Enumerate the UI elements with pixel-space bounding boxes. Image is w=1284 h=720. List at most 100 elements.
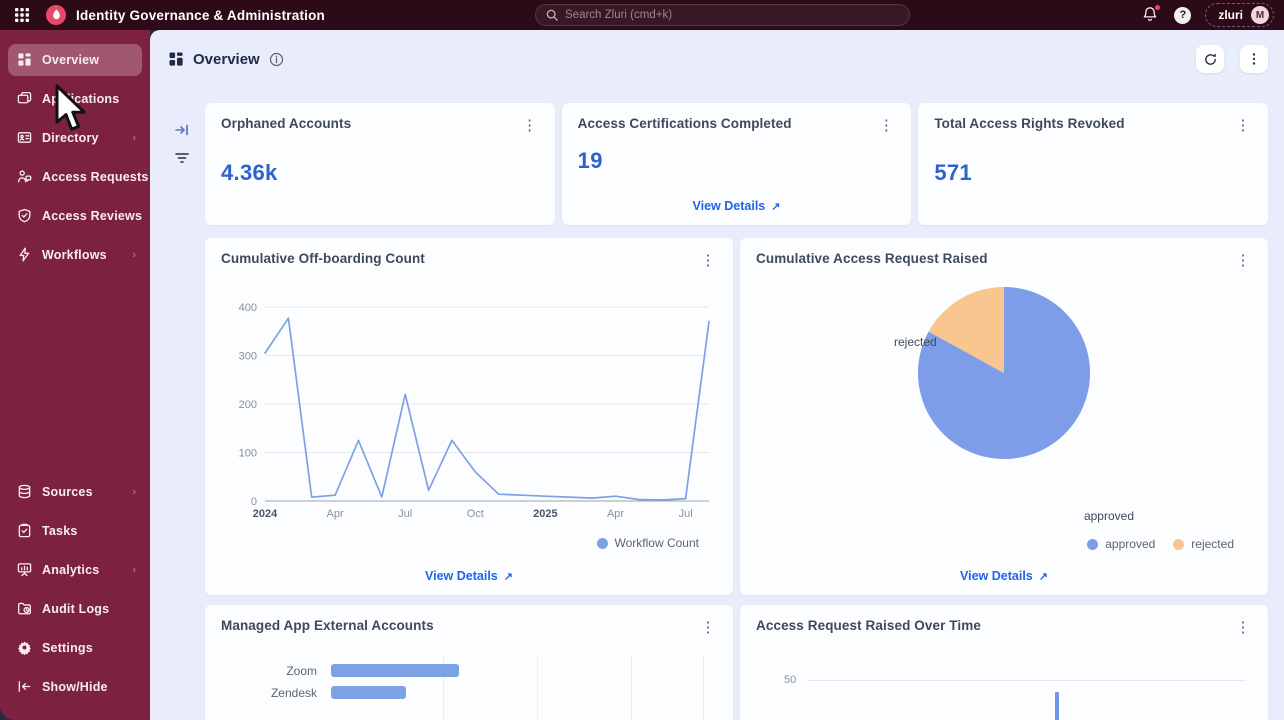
app-title: Identity Governance & Administration [76, 7, 325, 23]
card-title: Access Certifications Completed [577, 116, 792, 131]
view-details-link[interactable]: View Details ↗ [425, 569, 513, 583]
legend-item[interactable]: Workflow Count [596, 536, 699, 550]
collapse-panel-icon[interactable] [174, 122, 190, 138]
help-button[interactable]: ? [1174, 6, 1192, 24]
pie-label-rejected: rejected [894, 335, 937, 349]
app-launcher-grid-icon[interactable] [12, 5, 32, 25]
sidebar-item-label: Workflows [42, 247, 107, 262]
sidebar-item-show-hide[interactable]: Show/Hide [8, 671, 142, 703]
user-avatar[interactable]: M [1251, 6, 1269, 24]
main-content: Overview [150, 30, 1284, 720]
svg-text:Apr: Apr [327, 508, 344, 520]
sidebar-bottom-group: Sources › Tasks Analytics › Audit Logs Setting… [6, 472, 144, 706]
bar-category-label: Zendesk [270, 685, 317, 700]
notifications-button[interactable] [1142, 4, 1162, 24]
view-details-link[interactable]: View Details ↗ [960, 569, 1048, 583]
legend-dot [1087, 538, 1099, 550]
page-menu-button[interactable] [1240, 45, 1268, 73]
chevron-right-icon: › [132, 563, 136, 576]
sidebar-item-access-reviews[interactable]: Access Reviews [8, 200, 142, 232]
directory-icon [16, 130, 32, 146]
card-menu-button[interactable]: ⋮ [1235, 251, 1251, 269]
settings-icon [16, 640, 32, 656]
y-axis-tick: 50 [784, 674, 797, 686]
svg-text:2025: 2025 [533, 508, 557, 520]
sidebar-item-label: Show/Hide [42, 679, 108, 694]
page-title: Overview [193, 50, 260, 68]
pie-slice-approved[interactable] [918, 287, 1091, 459]
legend-dot [596, 537, 608, 549]
audit-logs-icon [16, 601, 32, 617]
overview-header-icon [169, 52, 183, 66]
sidebar-item-settings[interactable]: Settings [8, 632, 142, 664]
stat-card-orphaned-accounts: Orphaned Accounts ⋮ 4.36k [205, 103, 555, 225]
svg-text:Oct: Oct [467, 508, 484, 520]
applications-icon [16, 91, 32, 107]
tasks-icon [16, 523, 32, 539]
filter-icon[interactable] [174, 150, 190, 166]
bar-row-zoom: Zoom [221, 664, 717, 678]
legend-label: approved [1105, 537, 1156, 551]
legend-dot [1173, 538, 1185, 550]
chevron-right-icon: › [132, 485, 136, 498]
hbar-chart: Zoom Zendesk [221, 654, 717, 720]
bar-row-zendesk: Zendesk [221, 685, 717, 700]
sidebar-item-label: Settings [42, 640, 93, 655]
svg-text:400: 400 [239, 302, 257, 314]
bell-icon [1143, 7, 1157, 21]
card-menu-button[interactable]: ⋮ [700, 251, 716, 269]
sidebar-item-sources[interactable]: Sources › [8, 476, 142, 508]
chevron-right-icon: › [132, 248, 136, 261]
bar[interactable] [331, 686, 406, 699]
workspace-name: zluri [1218, 8, 1243, 22]
grid-icon [15, 8, 29, 22]
pie-chart [918, 287, 1091, 459]
sidebar-item-applications[interactable]: Applications [8, 83, 142, 115]
sidebar-item-analytics[interactable]: Analytics › [8, 554, 142, 586]
sidebar-item-label: Tasks [42, 523, 78, 538]
chart-card-access-request-raised: Cumulative Access Request Raised ⋮ rejec… [740, 238, 1268, 595]
view-details-link[interactable]: View Details ↗ [692, 199, 781, 213]
global-search[interactable] [535, 4, 910, 26]
pie-slice-rejected[interactable] [928, 287, 1004, 373]
show-hide-icon [16, 679, 32, 695]
card-menu-button[interactable]: ⋮ [1235, 116, 1251, 134]
sidebar-item-label: Sources [42, 484, 93, 499]
sidebar-item-workflows[interactable]: Workflows › [8, 239, 142, 271]
sidebar-top-group: Overview Applications Directory › Access Req… [6, 40, 148, 274]
sidebar-item-overview[interactable]: Overview [8, 43, 142, 76]
card-title: Managed App External Accounts [221, 618, 434, 633]
search-input[interactable] [565, 9, 899, 21]
card-menu-button[interactable]: ⋮ [522, 116, 538, 134]
svg-text:2024: 2024 [253, 508, 278, 520]
zluri-logo-icon[interactable] [46, 5, 66, 25]
svg-text:200: 200 [239, 399, 257, 411]
refresh-button[interactable] [1196, 45, 1224, 73]
refresh-icon [1204, 53, 1216, 65]
sidebar-item-access-requests[interactable]: Access Requests [8, 161, 148, 193]
bar[interactable] [331, 664, 459, 677]
card-menu-button[interactable]: ⋮ [700, 618, 716, 636]
card-menu-button[interactable]: ⋮ [1235, 618, 1251, 636]
svg-text:Apr: Apr [607, 508, 624, 520]
legend-item[interactable]: rejected [1173, 537, 1234, 551]
info-icon[interactable] [269, 52, 284, 67]
sidebar: Overview Applications Directory › Access Req… [0, 30, 150, 720]
stat-card-access-certifications: Access Certifications Completed ⋮ 19 Vie… [561, 103, 912, 225]
legend-item[interactable]: approved [1087, 537, 1155, 551]
svg-text:300: 300 [239, 351, 257, 363]
access-reviews-icon [16, 208, 32, 224]
sidebar-item-label: Access Requests [42, 169, 149, 184]
workspace-switcher[interactable]: zluri M [1205, 3, 1274, 27]
chart-card-access-request-over-time: Access Request Raised Over Time ⋮ 50 [740, 605, 1268, 720]
svg-text:Jul: Jul [398, 508, 412, 520]
legend-label: Workflow Count [614, 536, 699, 550]
sidebar-item-audit-logs[interactable]: Audit Logs [8, 593, 142, 625]
sidebar-item-label: Applications [42, 91, 120, 106]
sidebar-item-directory[interactable]: Directory › [8, 122, 142, 154]
sidebar-item-tasks[interactable]: Tasks [8, 515, 142, 547]
card-menu-button[interactable]: ⋮ [878, 116, 894, 134]
topbar: Identity Governance & Administration ? z… [0, 0, 1284, 30]
stat-value: 19 [577, 148, 603, 173]
pie-label-approved: approved [1083, 509, 1134, 523]
